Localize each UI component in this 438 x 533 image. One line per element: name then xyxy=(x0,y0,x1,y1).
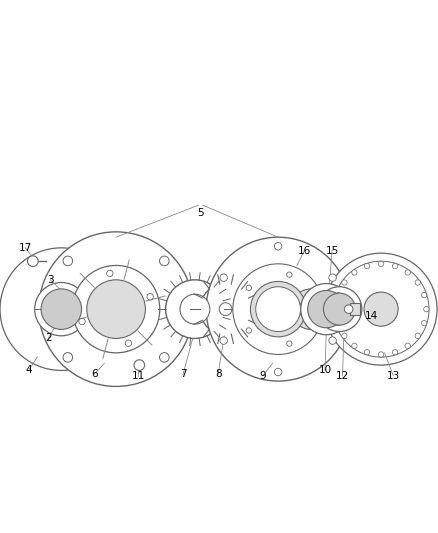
Ellipse shape xyxy=(28,256,38,266)
Ellipse shape xyxy=(352,343,357,349)
Text: 12: 12 xyxy=(336,371,349,381)
Ellipse shape xyxy=(274,243,282,250)
Ellipse shape xyxy=(421,293,427,298)
Ellipse shape xyxy=(378,261,384,266)
Ellipse shape xyxy=(342,333,347,338)
Ellipse shape xyxy=(325,253,437,365)
Ellipse shape xyxy=(166,280,224,338)
Ellipse shape xyxy=(220,274,227,281)
Ellipse shape xyxy=(220,337,227,344)
Text: 16: 16 xyxy=(298,246,311,255)
Text: 7: 7 xyxy=(180,369,187,379)
Text: 9: 9 xyxy=(259,371,266,381)
Ellipse shape xyxy=(125,340,132,346)
Text: 13: 13 xyxy=(387,371,400,381)
Ellipse shape xyxy=(323,293,356,325)
Ellipse shape xyxy=(344,305,353,313)
Ellipse shape xyxy=(378,352,384,357)
Ellipse shape xyxy=(274,368,282,376)
Text: 11: 11 xyxy=(131,371,145,381)
Ellipse shape xyxy=(79,318,85,325)
Ellipse shape xyxy=(342,280,347,285)
Ellipse shape xyxy=(405,343,410,349)
Ellipse shape xyxy=(200,284,251,335)
Ellipse shape xyxy=(246,328,251,333)
Text: 2: 2 xyxy=(45,334,52,343)
Ellipse shape xyxy=(246,285,251,290)
Ellipse shape xyxy=(415,280,420,285)
Ellipse shape xyxy=(251,281,306,337)
Ellipse shape xyxy=(39,232,193,386)
Ellipse shape xyxy=(206,237,350,381)
Ellipse shape xyxy=(312,306,317,312)
Ellipse shape xyxy=(364,263,370,269)
Ellipse shape xyxy=(333,306,339,312)
Ellipse shape xyxy=(392,263,398,269)
Ellipse shape xyxy=(300,297,323,321)
Ellipse shape xyxy=(415,333,420,338)
Ellipse shape xyxy=(256,287,300,332)
Ellipse shape xyxy=(329,337,336,344)
Ellipse shape xyxy=(106,270,113,277)
Text: 8: 8 xyxy=(215,369,222,379)
Ellipse shape xyxy=(72,265,160,353)
Ellipse shape xyxy=(424,306,429,312)
Ellipse shape xyxy=(35,282,88,336)
Ellipse shape xyxy=(336,320,341,326)
Ellipse shape xyxy=(364,292,398,326)
Ellipse shape xyxy=(41,289,81,329)
Ellipse shape xyxy=(87,280,145,338)
Text: 17: 17 xyxy=(19,243,32,253)
Ellipse shape xyxy=(405,270,410,275)
Ellipse shape xyxy=(180,294,210,324)
Ellipse shape xyxy=(352,270,357,275)
Ellipse shape xyxy=(286,341,292,346)
Ellipse shape xyxy=(63,353,73,362)
Ellipse shape xyxy=(291,289,332,329)
Ellipse shape xyxy=(307,290,345,328)
Ellipse shape xyxy=(159,353,169,362)
Text: 10: 10 xyxy=(318,366,332,375)
Ellipse shape xyxy=(364,350,370,355)
Ellipse shape xyxy=(147,294,153,300)
Ellipse shape xyxy=(233,264,323,354)
Ellipse shape xyxy=(329,274,336,281)
Text: 4: 4 xyxy=(25,366,32,375)
Text: 6: 6 xyxy=(91,369,98,379)
Ellipse shape xyxy=(134,360,145,370)
Ellipse shape xyxy=(91,284,141,335)
Bar xyxy=(350,303,360,315)
Ellipse shape xyxy=(159,256,169,265)
Ellipse shape xyxy=(0,248,123,370)
Ellipse shape xyxy=(317,287,362,332)
Ellipse shape xyxy=(63,256,73,265)
Ellipse shape xyxy=(421,320,427,326)
Ellipse shape xyxy=(286,272,292,277)
Text: 14: 14 xyxy=(365,311,378,320)
Text: 3: 3 xyxy=(47,275,54,285)
Text: 15: 15 xyxy=(325,246,339,255)
Ellipse shape xyxy=(301,284,352,335)
Ellipse shape xyxy=(336,293,341,298)
Text: 5: 5 xyxy=(197,208,204,218)
Ellipse shape xyxy=(219,303,232,316)
Ellipse shape xyxy=(333,261,429,357)
Ellipse shape xyxy=(392,350,398,355)
